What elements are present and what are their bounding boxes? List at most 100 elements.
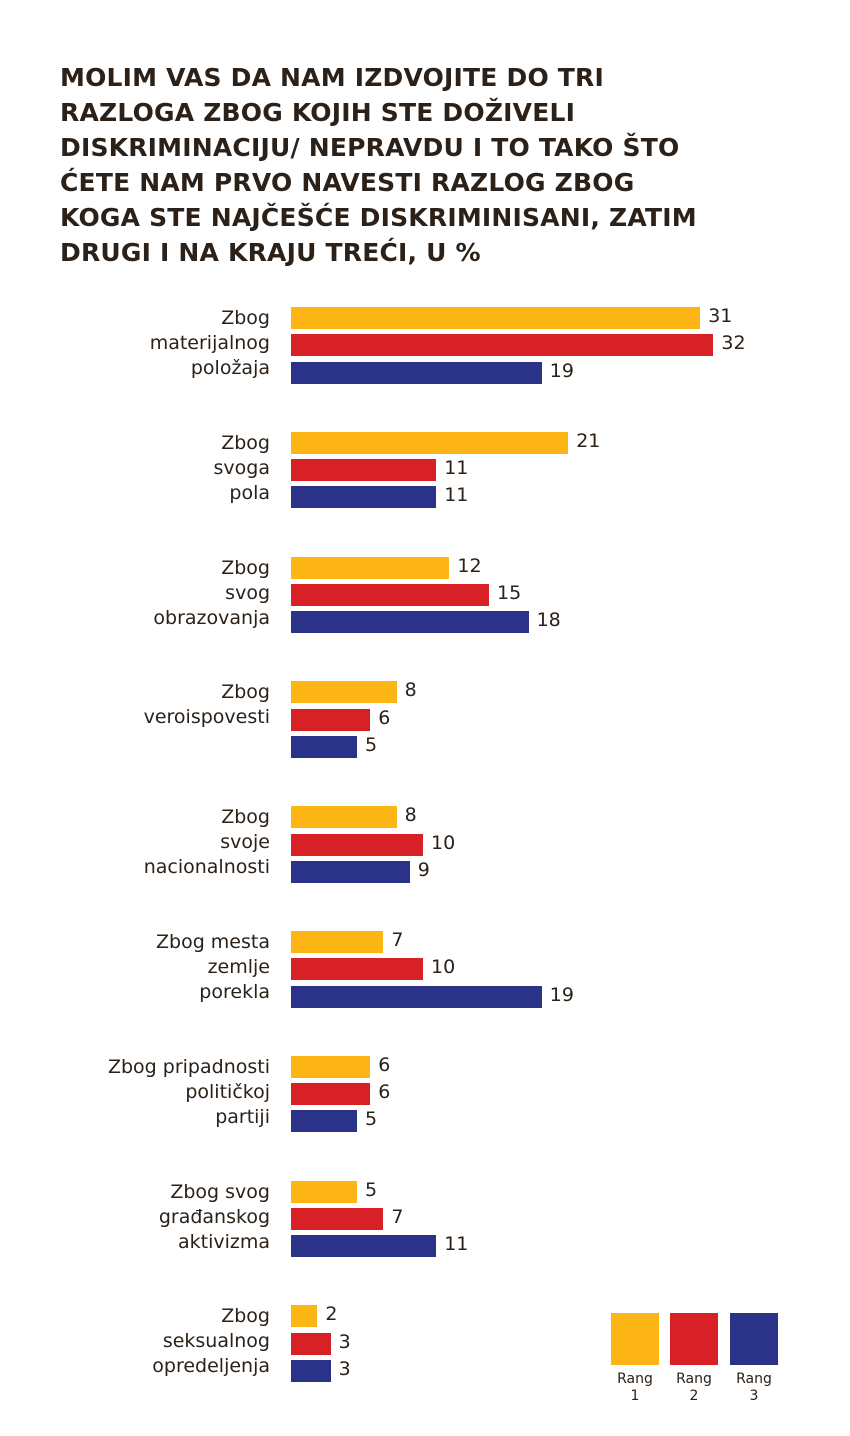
- data-label: 2: [325, 1303, 338, 1326]
- bar-rang-1: [291, 307, 701, 329]
- data-label: 18: [536, 609, 561, 632]
- category-label-line: Zbog: [221, 307, 270, 329]
- bar-rang-2: [291, 708, 371, 731]
- data-label: 9: [417, 858, 430, 881]
- data-label: 31: [708, 305, 733, 327]
- category-label-line: svoje: [220, 831, 270, 854]
- category-label-line: pola: [229, 481, 270, 504]
- category-label-line: Zbog mesta: [156, 931, 270, 953]
- data-label: 3: [338, 1358, 351, 1380]
- category-label-line: zemlje: [207, 956, 270, 978]
- bar-rang-3: [291, 860, 410, 883]
- title-line: DISKRIMINACIJU/ NEPRAVDU I TO TAKO ŠTO: [60, 133, 680, 162]
- legend-label-line: 2: [689, 1388, 699, 1404]
- data-label: 8: [404, 804, 417, 827]
- category-label-line: opredeljenja: [152, 1355, 270, 1378]
- data-label: 6: [378, 1053, 391, 1076]
- data-label: 6: [378, 1081, 391, 1104]
- category-label-line: Zbog: [221, 431, 270, 454]
- category-label-line: Zbog: [221, 681, 270, 704]
- bar-rang-3: [291, 1110, 357, 1133]
- legend-label: Rang 1: [605, 1371, 665, 1405]
- bar-rang-3: [291, 486, 437, 509]
- bar-rang-1: [291, 556, 450, 579]
- data-label: 21: [576, 429, 601, 452]
- bar-rang-1: [291, 1180, 357, 1203]
- category-label: Zbog materijalnog položaja: [10, 306, 270, 381]
- legend-label-line: 3: [749, 1388, 759, 1404]
- bar-rang-3: [291, 736, 357, 758]
- data-label: 11: [444, 484, 469, 507]
- legend-label-line: 1: [630, 1388, 640, 1404]
- category-label-line: aktivizma: [177, 1230, 270, 1253]
- legend-swatch: [730, 1313, 778, 1365]
- bar-rang-3: [291, 361, 542, 384]
- category-label-line: Zbog: [221, 556, 270, 579]
- data-label: 15: [497, 581, 522, 604]
- category-label: Zbog svoje nacionalnosti: [10, 805, 270, 880]
- category-label: Zbog pripadnosti političkoj partiji: [10, 1055, 270, 1130]
- category-label: Zbog svog građanskog aktivizma: [10, 1180, 270, 1255]
- category-label-line: građanskog: [158, 1205, 270, 1228]
- category-label-line: seksualnog: [162, 1330, 270, 1353]
- category-label-line: svog: [225, 581, 270, 604]
- bar-rang-1: [291, 806, 397, 829]
- data-label: 5: [365, 1178, 378, 1201]
- category-label-line: Zbog: [221, 1305, 270, 1328]
- bar-rang-3: [291, 985, 542, 1008]
- bar-rang-2: [291, 459, 437, 482]
- legend-label-line: Rang: [676, 1371, 712, 1387]
- category-label-line: porekla: [199, 981, 270, 1003]
- category-label-line: Zbog: [221, 806, 270, 829]
- bar-rang-3: [291, 1360, 331, 1382]
- category-label: Zbog veroispovesti: [10, 680, 270, 730]
- title-line: ĆETE NAM PRVO NAVESTI RAZLOG ZBOG: [60, 168, 635, 197]
- title-line: RAZLOGA ZBOG KOJIH STE DOŽIVELI: [60, 98, 576, 127]
- data-label: 6: [378, 706, 391, 729]
- title-line: DRUGI I NA KRAJU TREĆI, U %: [60, 238, 481, 267]
- legend-label: Rang 2: [664, 1371, 724, 1405]
- title-line: KOGA STE NAJČEŠĆE DISKRIMINISANI, ZATIM: [60, 203, 697, 232]
- bar-rang-1: [291, 931, 384, 953]
- legend-label: Rang 3: [724, 1371, 784, 1405]
- legend-label-line: Rang: [617, 1371, 653, 1387]
- data-label: 11: [444, 1233, 469, 1256]
- data-label: 8: [404, 679, 417, 702]
- data-label: 7: [391, 929, 404, 951]
- category-label-line: materijalnog: [149, 332, 270, 354]
- bar-rang-3: [291, 1235, 437, 1258]
- category-label: Zbog svoga pola: [10, 431, 270, 506]
- bar-rang-1: [291, 1305, 318, 1328]
- category-label-line: Zbog pripadnosti: [107, 1055, 270, 1078]
- bar-rang-1: [291, 1055, 371, 1078]
- bar-rang-2: [291, 1083, 371, 1106]
- title-line: MOLIM VAS DA NAM IZDVOJITE DO TRI: [60, 63, 605, 92]
- bar-rang-2: [291, 833, 423, 856]
- category-label-line: obrazovanja: [153, 606, 270, 629]
- category-label-line: položaja: [190, 357, 270, 379]
- category-label: Zbog mesta zemlje porekla: [10, 930, 270, 1005]
- data-label: 32: [721, 332, 746, 355]
- data-label: 7: [391, 1205, 404, 1228]
- legend-swatch: [611, 1313, 659, 1365]
- data-label: 11: [444, 457, 469, 480]
- data-label: 19: [549, 359, 574, 382]
- bar-rang-2: [291, 583, 489, 606]
- data-label: 19: [549, 983, 574, 1006]
- chart-title: MOLIM VAS DA NAM IZDVOJITE DO TRI RAZLOGA…: [60, 60, 697, 270]
- bar-rang-2: [291, 1332, 331, 1355]
- category-label-line: političkoj: [185, 1080, 270, 1103]
- category-label: Zbog svog obrazovanja: [10, 556, 270, 631]
- category-label: Zbog seksualnog opredeljenja: [10, 1304, 270, 1379]
- data-label: 5: [365, 734, 378, 756]
- legend-swatch: [670, 1313, 718, 1365]
- bar-rang-1: [291, 431, 569, 454]
- bar-rang-2: [291, 958, 423, 981]
- data-label: 10: [431, 831, 456, 854]
- data-label: 12: [457, 554, 482, 577]
- data-label: 5: [365, 1108, 378, 1131]
- category-label-line: veroispovesti: [143, 706, 270, 729]
- legend-label-line: Rang: [736, 1371, 772, 1387]
- bar-rang-1: [291, 681, 397, 704]
- category-label-line: nacionalnosti: [143, 856, 270, 879]
